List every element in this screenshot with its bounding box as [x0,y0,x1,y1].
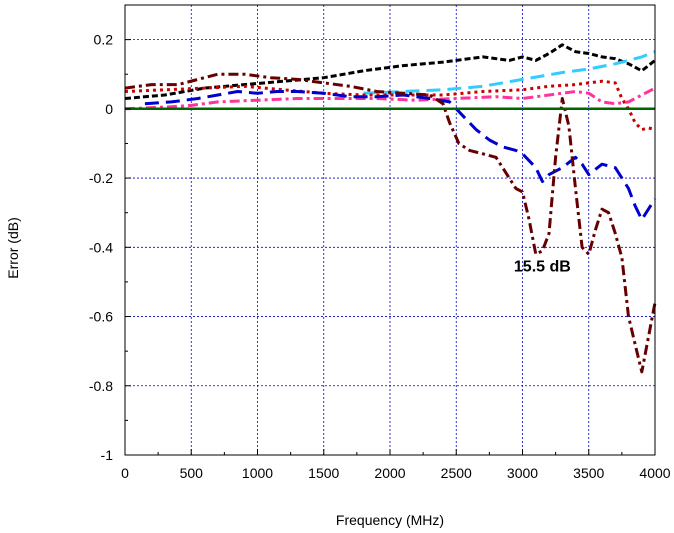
axis-ticks: 0 500 1000 1500 2000 2500 3000 3500 4000 0.2 0 -0.2… [89,32,671,481]
y-tick-label: 0 [105,101,113,117]
y-tick-label: -0.2 [89,170,113,186]
x-tick-label: 3000 [507,465,538,481]
y-tick-label: -0.6 [89,309,113,325]
x-tick-label: 1000 [242,465,273,481]
series-line-4 [124,86,656,111]
x-tick-label: 500 [180,465,204,481]
series-line-2 [363,50,656,95]
annotations: 15.5 dB [514,259,571,276]
y-tick-label: -1 [101,447,114,463]
series-lines [124,43,657,374]
x-axis-title: Frequency (MHz) [336,512,444,528]
series-line-5 [144,90,657,222]
grid-lines [125,5,655,455]
x-tick-label: 0 [121,465,129,481]
series-line-1 [124,43,656,100]
x-tick-label: 4000 [639,465,670,481]
x-tick-label: 1500 [308,465,339,481]
x-tick-label: 2500 [441,465,472,481]
y-tick-label: -0.4 [89,239,113,255]
annotation-label: 15.5 dB [514,259,571,276]
series-line-6 [124,72,657,374]
x-tick-label: 2000 [374,465,405,481]
y-tick-label: 0.2 [94,32,114,48]
x-tick-label: 3500 [573,465,604,481]
y-tick-label: -0.8 [89,378,113,394]
y-axis-title: Error (dB) [5,217,21,278]
